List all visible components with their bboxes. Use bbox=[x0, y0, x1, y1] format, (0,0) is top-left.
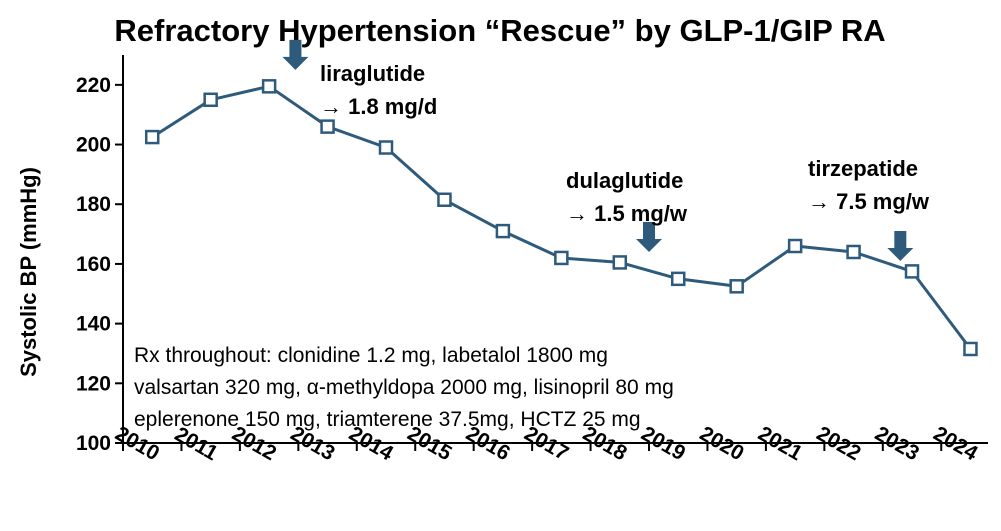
annotation-arrow-tirz bbox=[887, 230, 914, 261]
y-tick-label: 120 bbox=[76, 372, 111, 395]
annotation-label-lira: liraglutide bbox=[320, 61, 425, 86]
data-point bbox=[787, 238, 803, 254]
data-point bbox=[670, 271, 686, 287]
data-point bbox=[261, 79, 277, 94]
annotation-dose-dula: → 1.5 mg/w bbox=[566, 201, 688, 226]
x-tick-label: 2024 bbox=[930, 422, 982, 465]
series-line bbox=[151, 84, 972, 350]
data-point bbox=[846, 244, 861, 260]
annotation-dose-tirz: → 7.5 mg/w bbox=[808, 189, 930, 214]
y-tick-label: 100 bbox=[76, 432, 111, 455]
annotation-label-dula: dulaglutide bbox=[566, 168, 683, 193]
annotation-label-tirz: tirzepatide bbox=[808, 156, 918, 181]
data-point bbox=[729, 279, 744, 294]
rx-note-line: eplerenone 150 mg, triamterene 37.5mg, H… bbox=[134, 408, 641, 431]
x-tick-label: 2022 bbox=[813, 422, 865, 465]
rx-note-line: Rx throughout: clonidine 1.2 mg, labetal… bbox=[134, 344, 608, 367]
x-tick-label: 2020 bbox=[696, 422, 748, 465]
x-tick-label: 2023 bbox=[871, 422, 923, 465]
y-tick-label: 140 bbox=[76, 313, 111, 336]
y-tick-label: 220 bbox=[76, 74, 111, 97]
x-tick-label: 2019 bbox=[637, 422, 689, 465]
data-point bbox=[904, 264, 920, 279]
data-point bbox=[144, 129, 160, 145]
data-point bbox=[963, 341, 978, 357]
data-point bbox=[203, 92, 218, 108]
rx-note-line: valsartan 320 mg, α-methyldopa 2000 mg, … bbox=[134, 376, 674, 399]
y-tick-label: 160 bbox=[76, 253, 111, 276]
x-tick-label: 2021 bbox=[754, 422, 806, 465]
data-point bbox=[437, 192, 452, 208]
data-point bbox=[378, 140, 394, 155]
y-axis-label: Systolic BP (mmHg) bbox=[16, 167, 41, 377]
annotation-dose-lira: → 1.8 mg/d bbox=[320, 94, 437, 119]
data-point bbox=[554, 250, 569, 266]
data-point bbox=[320, 119, 335, 134]
y-tick-label: 180 bbox=[76, 193, 111, 216]
data-point bbox=[495, 223, 511, 239]
data-point bbox=[612, 255, 628, 270]
annotation-arrow-dula bbox=[636, 221, 663, 252]
chart-title: Refractory Hypertension “Rescue” by GLP-… bbox=[114, 13, 885, 48]
annotation-arrow-lira bbox=[282, 39, 309, 70]
y-tick-label: 200 bbox=[76, 134, 111, 157]
